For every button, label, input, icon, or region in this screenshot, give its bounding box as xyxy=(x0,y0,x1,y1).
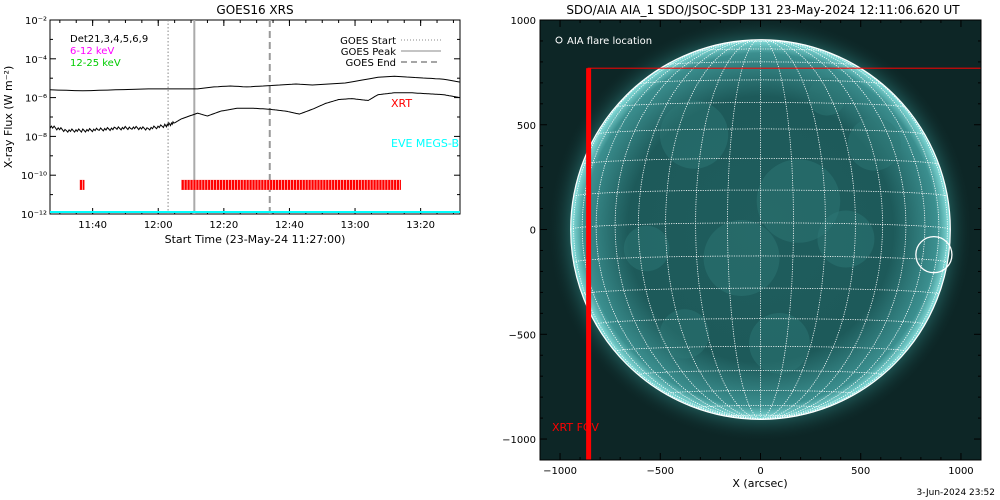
legend-left-item: 12-25 keV xyxy=(70,58,121,69)
active-region-glow xyxy=(703,220,780,296)
y-tick-label: 10⁻¹² xyxy=(21,210,47,221)
sun-limb xyxy=(570,39,951,420)
y-tick-label: 10⁻⁸ xyxy=(25,132,47,143)
active-region-glow xyxy=(817,210,875,268)
aia-legend-label: AIA flare location xyxy=(567,36,652,47)
xrt-fov-label: XRT FOV xyxy=(552,421,599,434)
y-tick-label: 1000 xyxy=(511,16,536,27)
x-tick-label: 11:40 xyxy=(78,220,107,231)
active-region-glow xyxy=(807,77,846,116)
longitude-line xyxy=(665,39,761,420)
xrt-coverage-segment xyxy=(79,179,85,190)
latitude-line xyxy=(573,255,948,263)
longitude-line xyxy=(760,39,856,420)
x-tick-label: 12:40 xyxy=(275,220,304,231)
longitude-line xyxy=(760,39,794,420)
active-region-glow xyxy=(623,225,670,272)
latitude-line xyxy=(573,189,948,197)
x-tick-label: 13:00 xyxy=(341,220,370,231)
legend-right-item: GOES Start xyxy=(340,36,396,47)
goes-y-axis: 10⁻¹² 10⁻¹⁰ 10⁻⁸ 10⁻⁶ 10⁻⁴ 10⁻² xyxy=(21,16,460,221)
goes-goes-long-curve xyxy=(49,75,461,92)
y-tick-label: 10⁻¹⁰ xyxy=(21,171,47,182)
active-region-glow xyxy=(659,100,729,169)
latitude-line xyxy=(638,370,883,376)
x-tick-label: 500 xyxy=(851,466,870,477)
x-tick-label: −1000 xyxy=(543,466,577,477)
longitude-line xyxy=(727,39,761,420)
latitude-line xyxy=(665,61,856,66)
eve-label: EVE MEGS-B xyxy=(391,137,459,150)
latitude-line xyxy=(695,405,826,409)
aia-x-axis: −1000 −500 0 500 1000 xyxy=(539,20,982,477)
goes-goes-short-curve xyxy=(49,92,461,134)
latitude-line xyxy=(595,128,926,135)
goes-xlabel: Start Time (23-May-24 11:27:00) xyxy=(165,233,346,246)
longitude-line xyxy=(760,39,940,420)
latitude-line xyxy=(638,79,883,85)
y-tick-label: 10⁻² xyxy=(25,16,47,27)
y-tick-label: 500 xyxy=(517,121,536,132)
aia-title: SDO/AIA AIA_1 SDO/JSOC-SDP 131 23-May-20… xyxy=(566,3,960,17)
xrt-label: XRT xyxy=(391,97,412,110)
legend-left-item: 6-12 keV xyxy=(70,46,114,57)
xrt-coverage-bars xyxy=(79,179,401,190)
x-tick-label: −500 xyxy=(647,466,674,477)
x-tick-label: 0 xyxy=(757,466,763,477)
aia-y-axis: 1000 500 0 −500 −1000 xyxy=(502,16,981,461)
active-region-glow xyxy=(659,309,710,359)
goes-title: GOES16 XRS xyxy=(216,3,293,17)
xrt-fov-left-edge xyxy=(586,68,592,460)
goes-curves xyxy=(49,75,461,134)
y-tick-label: 10⁻⁶ xyxy=(25,94,47,105)
y-tick-label: 10⁻⁴ xyxy=(25,55,47,66)
heliographic-grid xyxy=(570,39,951,420)
aia-legend: AIA flare location xyxy=(555,36,652,47)
flare-legend-icon xyxy=(555,36,563,44)
active-region-glow xyxy=(847,117,901,171)
legend-right-item: GOES End xyxy=(346,58,396,69)
longitude-line xyxy=(760,39,907,420)
footer-date: 3-Jun-2024 23:52 xyxy=(917,488,996,498)
latitude-line xyxy=(695,48,826,52)
x-tick-label: 12:20 xyxy=(209,220,238,231)
goes-x-axis: 11:40 12:00 12:20 12:40 13:00 13:20 xyxy=(59,20,454,231)
x-tick-label: 12:00 xyxy=(144,220,173,231)
latitude-line xyxy=(570,222,951,230)
latitude-line xyxy=(581,287,940,295)
x-tick-label: 1000 xyxy=(948,466,973,477)
goes-plot: GOES16 XRS 10⁻¹² 10⁻¹⁰ 10⁻⁸ 10⁻⁶ 10⁻⁴ 10⁻² 11… xyxy=(2,3,461,246)
active-region-glow xyxy=(749,313,810,374)
y-tick-label: 0 xyxy=(530,226,536,237)
y-tick-label: −1000 xyxy=(502,435,536,446)
latitude-line xyxy=(581,157,940,165)
legend-right-item: GOES Peak xyxy=(341,47,396,58)
latitude-line xyxy=(665,390,856,394)
aia-map: SDO/AIA AIA_1 SDO/JSOC-SDP 131 23-May-20… xyxy=(502,3,982,490)
sun-texture xyxy=(623,77,901,374)
aia-xlabel: X (arcsec) xyxy=(732,477,787,490)
latitude-line xyxy=(614,102,907,108)
active-region-glow xyxy=(756,159,841,243)
legend-left-item: Det21,3,4,5,6,9 xyxy=(70,34,148,45)
latitude-line xyxy=(595,318,926,325)
flare-location-circle xyxy=(915,235,953,274)
xrt-coverage-segment xyxy=(181,179,401,190)
goes-ylabel: X-ray Flux (W m⁻²) xyxy=(2,66,15,168)
y-tick-label: −500 xyxy=(509,330,536,341)
latitude-line xyxy=(614,345,907,352)
longitude-line xyxy=(614,39,761,420)
x-tick-label: 13:20 xyxy=(406,220,435,231)
